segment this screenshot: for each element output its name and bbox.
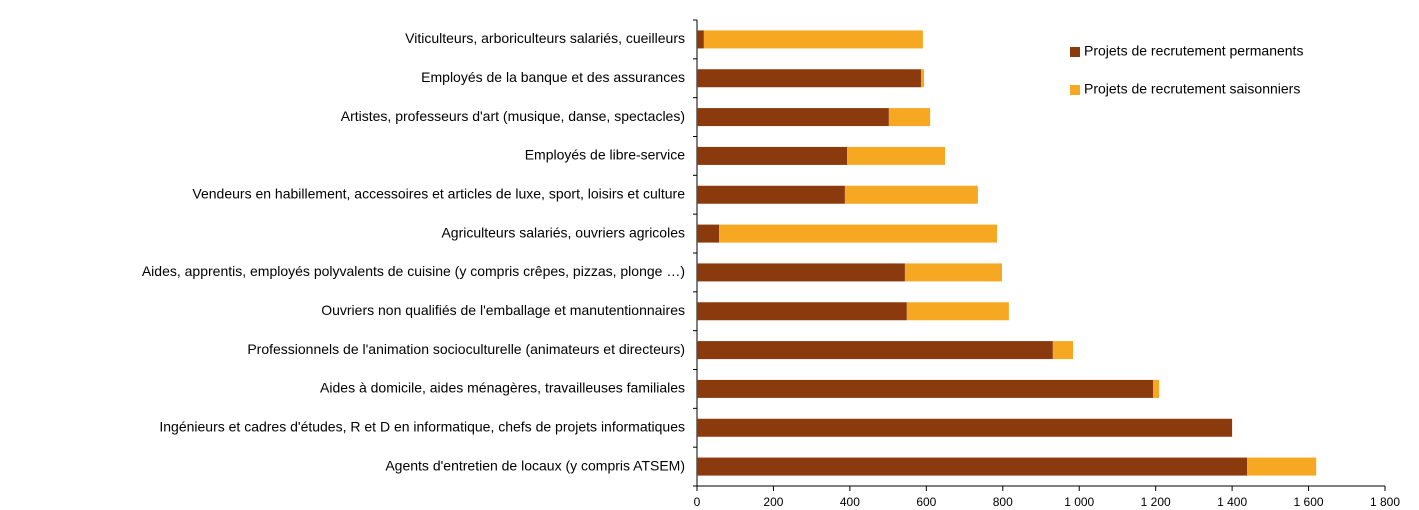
category-label: Ouvriers non qualifiés de l'emballage et… [321,302,685,318]
bar-segment [697,108,889,127]
bar-segment [1152,379,1160,398]
category-label: Agriculteurs salariés, ouvriers agricole… [441,224,685,240]
bar-segment [697,146,848,165]
category-label: Viticulteurs, arboriculteurs salariés, c… [405,30,685,46]
x-tick-label: 1 000 [1064,495,1094,509]
legend-swatch [1070,85,1080,95]
bar-segment [703,30,923,49]
bar-segment [1052,341,1074,360]
bar-segment [697,418,1233,437]
category-label: Professionnels de l'animation sociocultu… [247,341,685,357]
category-label: Agents d'entretien de locaux (y compris … [385,457,685,473]
legend-label: Projets de recrutement saisonniers [1084,81,1300,97]
x-tick-label: 1 600 [1294,495,1324,509]
bar-segment [906,302,1009,321]
bar-segment [719,224,998,243]
category-label: Ingénieurs et cadres d'études, R et D en… [159,418,685,434]
bar-segment [697,224,720,243]
bar-segment [697,30,704,49]
category-label: Vendeurs en habillement, accessoires et … [192,185,685,201]
bar-segment [920,69,925,88]
legend-swatch [1070,47,1080,57]
bar-segment [697,302,907,321]
x-tick-label: 200 [763,495,783,509]
bar-segment [697,341,1053,360]
bar-segment [697,185,845,204]
bar-segment [904,263,1003,282]
bar-segment [697,457,1248,476]
legend-label: Projets de recrutement permanents [1084,43,1303,59]
bar-segment [1247,457,1317,476]
x-tick-label: 800 [993,495,1013,509]
x-tick-label: 0 [694,495,701,509]
x-tick-label: 1 200 [1141,495,1171,509]
category-label: Aides à domicile, aides ménagères, trava… [320,380,685,396]
x-tick-label: 1 400 [1217,495,1247,509]
category-label: Aides, apprentis, employés polyvalents d… [142,263,685,279]
bar-segment [697,263,905,282]
category-label: Artistes, professeurs d'art (musique, da… [341,108,685,124]
bar-segment [888,108,931,127]
bar-segment [697,379,1153,398]
category-label: Employés de libre-service [525,147,685,163]
x-tick-label: 1 800 [1370,495,1400,509]
category-label: Employés de la banque et des assurances [421,69,685,85]
x-tick-label: 400 [840,495,860,509]
bar-segment [847,146,946,165]
bar-segment [697,69,921,88]
bar-segment [844,185,978,204]
x-tick-label: 600 [916,495,936,509]
